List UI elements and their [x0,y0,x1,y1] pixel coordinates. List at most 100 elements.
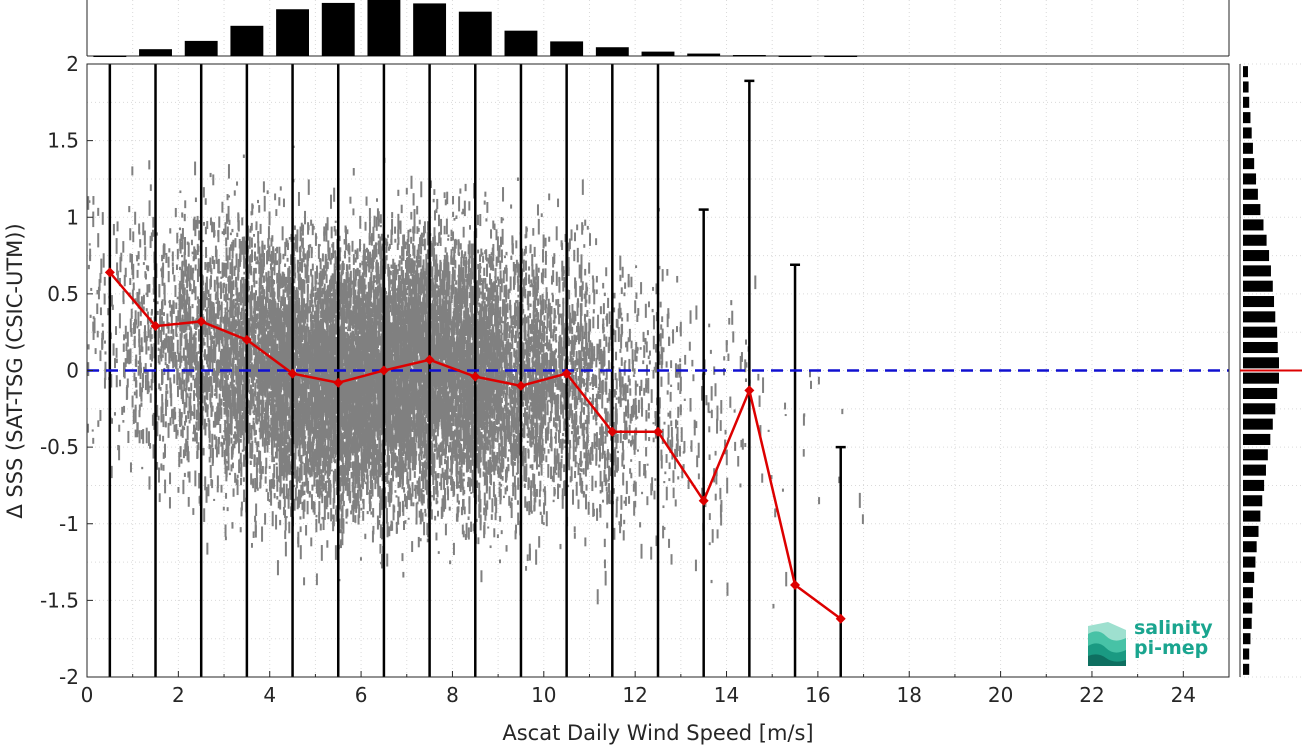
scatter-point [284,509,287,518]
scatter-point [326,430,329,437]
scatter-point [220,301,223,318]
scatter-point [104,361,107,374]
scatter-point [203,327,206,331]
scatter-point [206,404,209,417]
scatter-point [172,329,175,340]
scatter-point [319,487,322,494]
scatter-point [101,332,104,349]
scatter-point [248,267,251,271]
scatter-point [223,450,226,465]
scatter-point [257,411,260,415]
scatter-point [281,280,284,289]
scatter-point [231,462,234,469]
scatter-point [182,319,185,333]
scatter-point [232,488,235,497]
scatter-point [270,300,273,303]
scatter-point [244,396,247,399]
scatter-point [279,460,282,465]
scatter-point [233,434,236,439]
scatter-point [191,267,194,281]
scatter-point [244,418,247,433]
scatter-point [287,300,290,308]
scatter-point [220,407,223,419]
scatter-point [306,500,309,515]
scatter-point [165,384,168,391]
scatter-point [184,302,187,319]
scatter-point [192,437,195,442]
scatter-point [339,439,342,454]
scatter-point [165,390,168,403]
scatter-point [256,296,259,311]
scatter-point [233,190,236,196]
scatter-point [324,253,327,269]
scatter-point [250,237,253,248]
scatter-point [204,329,207,338]
scatter-point [314,408,317,419]
scatter-point [259,431,262,440]
scatter-point [297,279,300,290]
right-histogram-bar [1243,617,1252,629]
scatter-point [87,196,90,210]
scatter-point [234,472,237,483]
scatter-point [162,245,165,259]
scatter-point [256,468,259,473]
scatter-point [315,412,318,426]
scatter-point [236,479,239,496]
scatter-point [278,330,281,337]
scatter-point [256,391,259,400]
scatter-point [348,324,351,332]
scatter-point [139,307,142,317]
scatter-point [226,460,229,464]
scatter-point [285,332,288,348]
scatter-point [149,363,152,368]
scatter-point [307,275,310,284]
scatter-point [161,402,164,414]
scatter-point [267,270,270,287]
scatter-point [104,368,107,381]
scatter-point [114,358,117,369]
scatter-point [270,250,273,265]
scatter-point [94,348,97,355]
scatter-point [160,270,163,278]
scatter-point [229,262,232,275]
scatter-point [225,439,228,456]
scatter-point [207,417,210,423]
scatter-point [283,297,286,311]
scatter-point [258,246,261,261]
scatter-point [214,293,217,301]
scatter-point [186,393,189,398]
scatter-point [319,523,322,531]
scatter-point [310,274,313,277]
scatter-point [300,295,303,308]
scatter-point [225,348,228,358]
scatter-point [195,364,198,371]
scatter-point [216,486,219,493]
scatter-point [216,377,219,388]
scatter-point [147,346,150,351]
scatter-point [266,293,269,300]
scatter-point [295,425,298,428]
scatter-point [263,195,266,212]
scatter-point [204,402,207,413]
scatter-point [202,447,205,456]
scatter-point [237,421,240,438]
scatter-point [210,394,213,398]
scatter-point [210,402,213,418]
scatter-point [275,248,278,252]
scatter-point [92,211,95,228]
scatter-point [203,221,206,226]
scatter-point [342,518,345,534]
scatter-point [296,303,299,314]
scatter-point [224,314,227,329]
scatter-point [224,395,227,409]
scatter-point [278,270,281,283]
scatter-point [215,315,218,319]
scatter-point [275,355,278,363]
scatter-point [194,381,197,388]
scatter-point [144,363,147,374]
scatter-point [278,377,281,384]
scatter-point [256,256,259,261]
scatter-point [102,330,105,340]
scatter-point [281,310,284,318]
scatter-point [328,300,331,304]
